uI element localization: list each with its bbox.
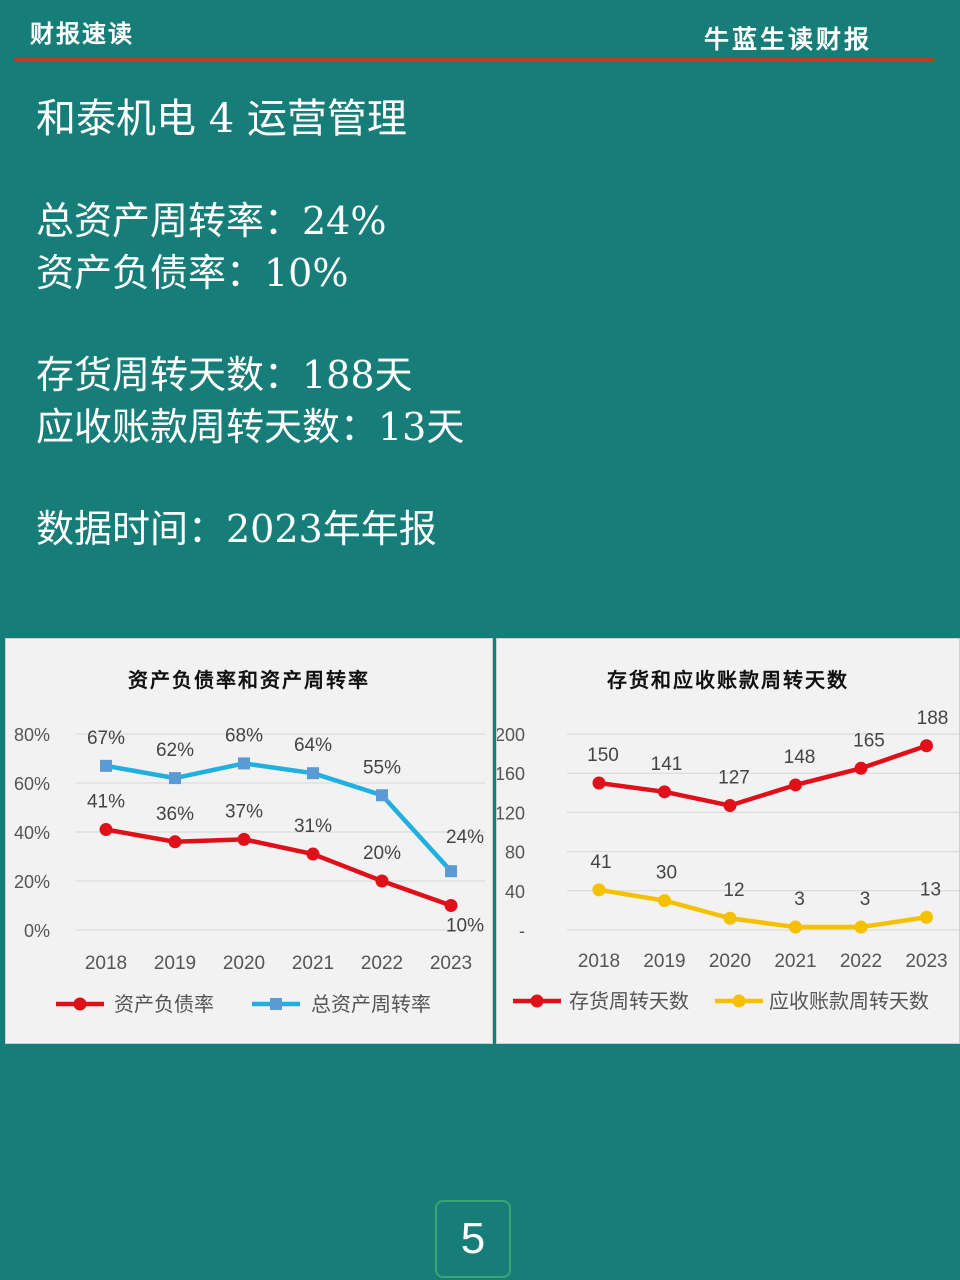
y-tick-label: 60% [14, 774, 50, 794]
x-tick-label: 2019 [643, 951, 685, 972]
metric-inventory-days: 存货周转天数：188天 [36, 353, 413, 397]
data-point [854, 920, 868, 934]
data-label: 165 [853, 730, 885, 751]
chart-panel-debt-turnover: 资产负债率和资产周转率 0% 20% 40% 60% 80% 2018 2019 2020 202… [5, 638, 493, 1044]
chart-debt-turnover: 资产负债率和资产周转率 0% 20% 40% 60% 80% 2018 2019 2020 202… [14, 668, 485, 1016]
metric-asset-turnover: 总资产周转率：24% [36, 199, 387, 243]
x-tick-label: 2019 [154, 953, 196, 974]
data-label: 188 [917, 708, 949, 729]
x-tick-label: 2022 [840, 951, 882, 972]
data-label: 13 [920, 879, 941, 900]
legend-marker [530, 994, 544, 1008]
y-tick-label: 40 [505, 882, 525, 902]
y-tick-label: 160 [497, 764, 525, 784]
data-label: 55% [363, 757, 401, 778]
data-point [168, 835, 182, 849]
data-point [375, 874, 389, 888]
data-point [920, 739, 933, 753]
data-point [238, 757, 250, 770]
y-tick-label: 80 [505, 843, 525, 863]
x-tick-label: 2021 [774, 951, 816, 972]
data-label: 41 [590, 852, 611, 873]
y-tick-label: 80% [14, 725, 50, 745]
data-label: 67% [87, 728, 125, 749]
x-tick-label: 2023 [430, 953, 472, 974]
chart-title: 存货和应收账款周转天数 [607, 668, 849, 692]
data-label: 62% [156, 740, 194, 761]
data-point [789, 920, 802, 934]
data-label: 10% [446, 916, 484, 937]
data-point [658, 785, 671, 799]
data-point [658, 894, 671, 908]
series-line [598, 887, 927, 930]
data-label: 150 [587, 745, 619, 766]
chart-turnover-days: 存货和应收账款周转天数 - 40 80 120 160 200 2018 2019 2020 202… [497, 668, 959, 1013]
x-tick-label: 2021 [292, 953, 334, 974]
data-point [307, 767, 319, 780]
data-point [854, 761, 868, 775]
metric-receivable-days: 应收账款周转天数：13天 [36, 405, 465, 449]
x-tick-label: 2023 [905, 951, 947, 972]
legend-label: 总资产周转率 [311, 992, 431, 1016]
legend-marker [270, 998, 282, 1010]
data-point [920, 910, 933, 924]
y-tick-label: 200 [497, 725, 525, 745]
data-label: 30 [656, 863, 677, 884]
data-point [723, 911, 737, 925]
data-label: 20% [363, 843, 401, 864]
header-right-brand: 牛蓝生读财报 [703, 25, 872, 54]
y-tick-label: 120 [497, 803, 525, 823]
data-point [99, 823, 113, 837]
x-tick-label: 2020 [223, 953, 265, 974]
series-line [105, 827, 452, 908]
data-label: 24% [446, 827, 484, 848]
y-tick-label: - [519, 921, 525, 941]
legend-marker [732, 994, 746, 1008]
data-label: 64% [294, 735, 332, 756]
data-point [592, 883, 606, 897]
data-label: 3 [794, 889, 805, 910]
x-tick-label: 2020 [709, 951, 751, 972]
data-point [306, 847, 320, 861]
x-tick-label: 2018 [578, 951, 620, 972]
data-point [376, 789, 388, 802]
y-tick-label: 40% [14, 823, 50, 843]
data-point [789, 778, 802, 792]
data-label: 41% [87, 792, 125, 813]
metric-data-date: 数据时间：2023年年报 [36, 507, 437, 551]
metric-debt-ratio: 资产负债率：10% [36, 251, 349, 295]
x-tick-label: 2018 [85, 953, 127, 974]
data-point [169, 772, 181, 785]
header-left-title: 财报速读 [30, 20, 134, 48]
header-divider [14, 58, 934, 61]
chart-panel-turnover-days: 存货和应收账款周转天数 - 40 80 120 160 200 2018 2019 2020 202… [496, 638, 960, 1044]
series-line [105, 761, 453, 873]
data-point [723, 799, 737, 813]
legend-marker [73, 997, 87, 1011]
data-point [237, 832, 251, 846]
data-label: 68% [225, 725, 263, 746]
data-label: 31% [294, 816, 332, 837]
data-label: 148 [784, 747, 816, 768]
page-title: 和泰机电 4 运营管理 [36, 96, 407, 142]
y-tick-label: 20% [14, 872, 50, 892]
y-tick-label: 0% [24, 921, 50, 941]
legend-label: 存货周转天数 [569, 989, 689, 1013]
chart-title: 资产负债率和资产周转率 [128, 668, 370, 692]
data-label: 37% [225, 801, 263, 822]
data-point [100, 759, 112, 772]
data-point [445, 865, 457, 878]
legend-label: 应收账款周转天数 [769, 989, 929, 1013]
data-label: 3 [860, 889, 871, 910]
data-point [592, 776, 606, 790]
data-point [444, 899, 458, 912]
data-label: 141 [651, 754, 683, 775]
data-label: 12 [723, 880, 744, 901]
page-number: 5 [435, 1200, 511, 1278]
series-line [598, 743, 928, 808]
legend-label: 资产负债率 [114, 992, 214, 1016]
x-tick-label: 2022 [361, 953, 403, 974]
data-label: 127 [718, 768, 750, 789]
data-label: 36% [156, 804, 194, 825]
